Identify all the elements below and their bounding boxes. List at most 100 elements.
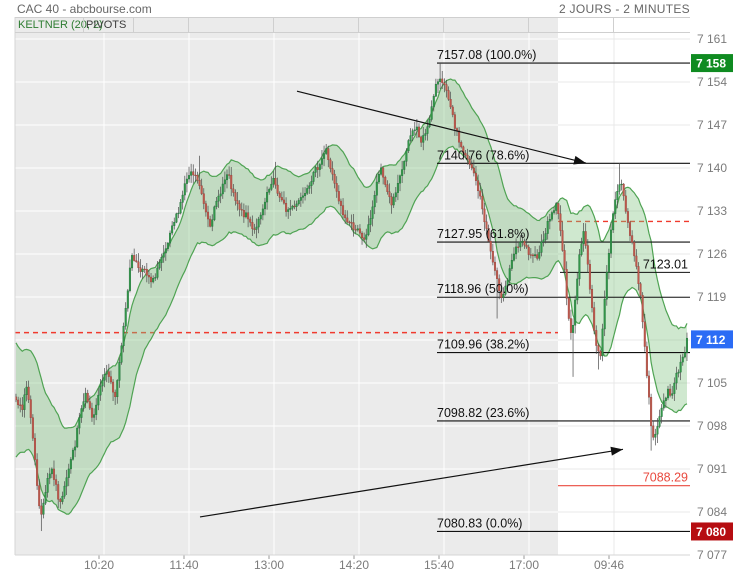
candle xyxy=(483,208,486,223)
candle xyxy=(624,195,627,212)
candle xyxy=(327,148,330,161)
candle xyxy=(394,192,397,198)
y-axis-label: 7 091 xyxy=(697,462,727,476)
x-axis-label: 15:40 xyxy=(424,558,454,572)
candle xyxy=(544,233,547,241)
candle xyxy=(23,394,26,410)
candle xyxy=(105,371,108,375)
candle xyxy=(337,191,340,202)
candle xyxy=(445,84,448,91)
candle xyxy=(27,386,30,400)
indicator-legend: KELTNER (20, 2) PIVOTS xyxy=(15,17,690,33)
candle xyxy=(304,193,307,197)
session-1-region xyxy=(15,17,558,555)
legend-keltner-tab[interactable]: KELTNER (20, 2) xyxy=(18,19,103,31)
candle xyxy=(289,208,292,210)
trendline-arrow[interactable] xyxy=(199,448,624,518)
candle xyxy=(660,407,663,417)
candle xyxy=(350,222,353,224)
trendline-arrowhead[interactable] xyxy=(610,446,623,456)
candle xyxy=(616,191,619,200)
y-axis-label: 7 154 xyxy=(697,75,727,89)
candle xyxy=(86,392,89,402)
candle xyxy=(415,126,418,131)
candle xyxy=(257,218,260,228)
candle xyxy=(377,174,380,183)
candle xyxy=(510,260,513,269)
candle xyxy=(175,213,178,223)
candle xyxy=(610,229,613,254)
candle xyxy=(147,275,150,278)
candle xyxy=(50,468,53,475)
candle xyxy=(131,255,134,269)
candle xyxy=(244,212,247,218)
candle xyxy=(143,268,146,271)
candle xyxy=(33,437,36,460)
candle xyxy=(652,425,655,438)
candle xyxy=(605,271,608,300)
candle xyxy=(413,129,416,131)
candle xyxy=(93,414,96,418)
candle xyxy=(656,426,659,435)
trendline-arrow[interactable] xyxy=(296,90,587,164)
candle xyxy=(194,174,197,177)
candle xyxy=(439,78,442,82)
candle xyxy=(512,253,515,261)
candle xyxy=(253,228,256,230)
candle xyxy=(164,248,167,254)
y-axis-label: 7 119 xyxy=(697,290,726,304)
candle xyxy=(679,361,682,373)
candle xyxy=(101,380,104,387)
candle xyxy=(380,167,383,175)
candle xyxy=(500,290,503,298)
candle xyxy=(154,277,157,279)
candle xyxy=(346,217,349,223)
candle xyxy=(673,382,676,394)
chart-timeframe: 2 JOURS - 2 MINUTES xyxy=(558,2,690,16)
fib-level-label: 7109.96 (38.2%) xyxy=(437,338,529,352)
keltner-band-upper[interactable] xyxy=(15,78,688,429)
candle xyxy=(219,193,222,197)
candle xyxy=(249,218,252,223)
legend-pivots-tab[interactable]: PIVOTS xyxy=(86,19,127,31)
candle xyxy=(173,221,176,226)
candle xyxy=(373,195,376,208)
candle xyxy=(519,241,522,248)
candle xyxy=(169,232,172,244)
candle xyxy=(308,185,311,189)
candle xyxy=(643,321,646,347)
candle xyxy=(342,205,345,216)
candle xyxy=(225,174,228,181)
trendline-arrowhead[interactable] xyxy=(573,155,586,165)
candle xyxy=(428,119,431,127)
candle xyxy=(344,214,347,219)
candle xyxy=(675,372,678,384)
chart-title: CAC 40 - abcbourse.com xyxy=(17,2,152,16)
candle xyxy=(479,190,482,197)
candle xyxy=(67,468,70,478)
x-axis-label: 17:00 xyxy=(509,558,539,572)
legend-cell-divider xyxy=(528,18,529,32)
candle xyxy=(521,240,524,243)
x-axis-label: 09:46 xyxy=(594,558,624,572)
candle xyxy=(103,374,106,381)
candle xyxy=(354,229,357,231)
candle xyxy=(588,264,591,290)
candle xyxy=(485,221,488,229)
candle xyxy=(352,222,355,230)
candle xyxy=(211,219,214,227)
candle xyxy=(369,218,372,225)
candle xyxy=(126,290,129,309)
candle xyxy=(69,459,72,470)
candle xyxy=(405,150,408,162)
candle xyxy=(335,183,338,192)
candle xyxy=(240,209,243,211)
candle xyxy=(618,184,621,192)
candle xyxy=(261,208,264,216)
candle xyxy=(620,183,623,186)
candle xyxy=(645,346,648,377)
candle xyxy=(390,196,393,206)
candle xyxy=(150,276,153,283)
candle xyxy=(367,224,370,235)
